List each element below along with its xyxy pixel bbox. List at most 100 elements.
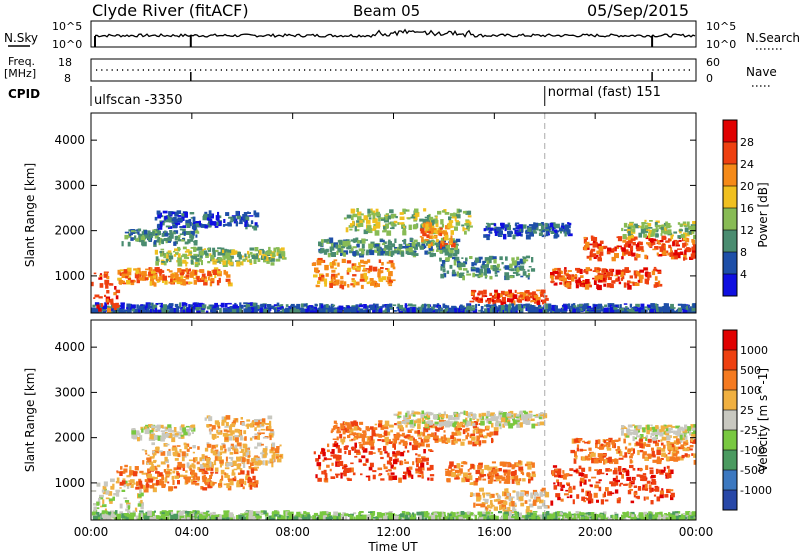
scatter-cell [119,304,122,308]
scatter-cell [480,309,483,313]
scatter-cell [324,264,329,270]
scatter-cell [228,216,233,219]
scatter-cell [503,300,507,305]
scatter-cell [232,216,236,222]
scatter-cell [469,418,472,423]
scatter-cell [425,227,429,231]
scatter-cell [476,435,480,440]
scatter-cell [182,225,186,228]
scatter-cell [471,291,475,296]
scatter-cell [359,223,364,227]
scatter-cell [151,463,154,468]
scatter-cell [386,268,390,272]
scatter-cell [361,308,364,313]
scatter-cell [211,258,215,262]
scatter-cell [355,249,358,255]
scatter-cell [167,250,172,253]
scatter-cell [276,458,282,463]
colorbar-tick-label: 8 [740,246,747,259]
scatter-cell [139,470,144,474]
nave-tick-top: 60 [706,56,720,69]
scatter-cell [145,424,149,427]
scatter-cell [520,233,523,237]
scatter-cell [497,232,500,235]
scatter-cell [214,467,219,472]
scatter-cell [374,230,380,236]
colorbar-swatch [723,230,737,252]
scatter-cell [488,255,494,260]
scatter-cell [210,461,214,466]
scatter-cell [126,483,130,487]
scatter-cell [638,274,644,280]
scatter-cell [182,281,187,286]
scatter-cell [462,429,466,435]
scatter-cell [204,481,208,486]
scatter-cell [487,298,492,301]
scatter-cell [475,303,478,309]
scatter-cell [401,223,405,228]
scatter-cell [168,281,173,284]
scatter-cell [258,429,261,432]
scatter-cell [482,474,487,477]
scatter-cell [256,253,259,257]
scatter-cell [187,429,190,433]
scatter-cell [691,229,695,234]
scatter-cell [105,490,110,495]
scatter-cell [206,458,210,464]
scatter-cell [631,252,636,257]
scatter-cell [270,447,274,451]
scatter-cell [245,510,248,513]
scatter-cell [511,479,515,484]
colorbar-swatch [723,274,737,296]
scatter-cell [177,253,181,258]
scatter-cell [433,242,437,246]
scatter-cell [356,310,360,313]
scatter-cell [168,510,173,513]
scatter-cell [267,250,272,254]
scatter-cell [493,431,499,436]
scatter-cell [189,511,192,514]
scatter-cell [390,429,393,433]
scatter-cell [614,253,619,259]
scatter-cell [410,252,414,255]
scatter-cell [668,306,671,309]
scatter-cell [166,309,169,312]
scatter-cell [135,238,140,242]
scatter-cell [214,302,218,307]
scatter-cell [519,292,523,298]
scatter-cell [204,455,208,458]
scatter-cell [498,305,501,309]
scatter-cell [483,234,487,238]
scatter-cell [223,483,228,486]
scatter-cell [140,426,144,430]
scatter-cell [326,449,330,453]
scatter-cell [432,227,437,231]
scatter-cell [204,224,208,227]
scatter-cell [682,221,687,226]
colorbar-swatch [723,120,737,142]
scatter-cell [209,429,212,435]
scatter-cell [174,303,179,308]
scatter-cell [634,274,638,279]
scatter-cell [443,411,446,416]
scatter-cell [154,267,160,273]
scatter-cell [368,475,371,481]
scatter-cell [247,211,250,214]
scatter-cell [597,303,603,309]
scatter-cell [174,248,178,252]
scatter-cell [589,243,593,246]
scatter-cell [377,423,382,428]
scatter-cell [347,430,350,433]
scatter-cell [554,270,559,275]
scatter-cell [217,211,220,216]
scatter-cell [150,267,153,270]
scatter-cell [229,480,234,486]
scatter-cell [428,308,434,312]
scatter-cell [472,429,476,434]
scatter-cell [388,245,393,251]
scatter-cell [681,304,684,307]
scatter-cell [138,234,143,237]
scatter-cell [484,257,490,262]
scatter-cell [596,309,602,313]
scatter-cell [160,215,164,218]
